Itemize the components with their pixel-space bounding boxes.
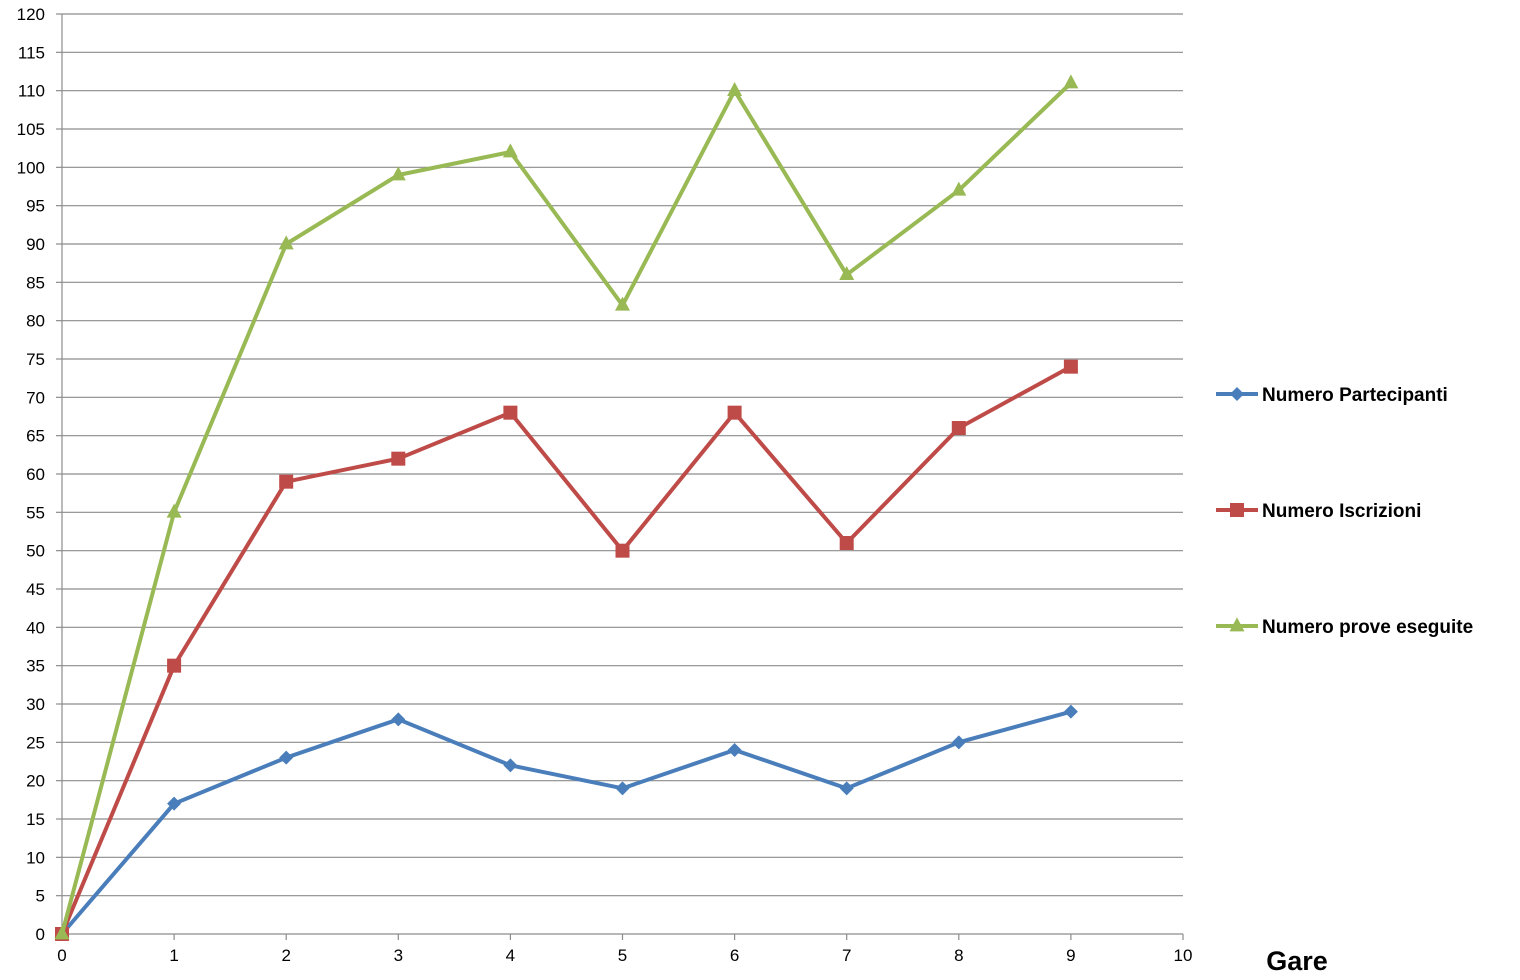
data-point	[167, 658, 182, 673]
data-point	[279, 750, 294, 765]
series-3	[54, 74, 1079, 940]
y-tick-label: 105	[17, 120, 45, 139]
data-point	[166, 503, 182, 518]
data-point	[727, 81, 743, 96]
legend-marker	[1230, 503, 1244, 517]
data-point	[54, 925, 70, 940]
data-point	[951, 181, 967, 196]
data-point	[503, 405, 518, 420]
x-tick-label: 9	[1066, 946, 1075, 965]
axes: 0510152025303540455055606570758085909510…	[17, 5, 1193, 965]
gridlines	[62, 13, 1183, 897]
series-line	[60, 81, 1073, 936]
y-tick-label: 100	[17, 158, 45, 177]
data-point	[839, 781, 854, 796]
data-point	[615, 543, 630, 558]
data-point	[727, 405, 742, 420]
data-point	[727, 743, 742, 757]
x-axis-title: Gare	[1266, 946, 1328, 976]
x-tick-label: 7	[842, 946, 851, 965]
data-point	[167, 796, 182, 811]
y-tick-label: 25	[26, 733, 45, 752]
series-1	[55, 704, 1078, 941]
y-tick-label: 30	[26, 695, 45, 714]
series-lines	[54, 74, 1079, 941]
x-tick-label: 4	[506, 946, 515, 965]
y-tick-label: 70	[26, 388, 45, 407]
y-tick-label: 85	[26, 273, 45, 292]
data-point	[1063, 359, 1078, 374]
x-tick-label: 0	[57, 946, 66, 965]
x-tick-label: 1	[169, 946, 178, 965]
legend-marker	[1230, 387, 1244, 401]
legend-label: Numero Partecipanti	[1262, 385, 1448, 406]
data-point	[1063, 74, 1079, 89]
y-tick-label: 95	[26, 197, 45, 216]
data-point	[615, 296, 630, 311]
series-line	[60, 709, 1073, 936]
y-tick-label: 75	[26, 350, 45, 369]
y-tick-label: 65	[26, 427, 45, 446]
legend-item: Numero Iscrizioni	[1216, 501, 1421, 522]
data-point	[839, 265, 855, 280]
data-point	[503, 758, 518, 773]
y-tick-label: 80	[26, 312, 45, 331]
y-tick-label: 0	[36, 925, 45, 944]
data-point	[615, 781, 630, 796]
y-tick-label: 50	[26, 542, 45, 561]
data-point	[390, 166, 406, 181]
series-2	[55, 359, 1078, 941]
x-tick-label: 5	[618, 946, 627, 965]
legend: Numero Partecipanti Numero Iscrizioni Nume…	[1216, 385, 1473, 638]
y-tick-label: 110	[18, 82, 45, 101]
x-tick-label: 3	[394, 946, 403, 965]
data-point	[1063, 704, 1078, 719]
y-tick-label: 90	[26, 235, 45, 254]
legend-label: Numero Iscrizioni	[1262, 501, 1421, 522]
y-tick-label: 35	[26, 657, 45, 676]
y-tick-label: 5	[36, 887, 45, 906]
y-tick-label: 15	[26, 810, 45, 829]
data-point	[951, 421, 966, 435]
y-tick-label: 10	[26, 848, 45, 867]
data-point	[278, 235, 294, 250]
legend-item: Numero prove eseguite	[1216, 617, 1473, 638]
legend-marker	[1229, 617, 1245, 632]
x-tick-label: 10	[1174, 946, 1193, 965]
y-tick-label: 60	[26, 465, 45, 484]
x-tick-label: 8	[954, 946, 963, 965]
series-line	[60, 364, 1073, 936]
legend-item: Numero Partecipanti	[1216, 385, 1448, 406]
data-point	[502, 143, 518, 158]
y-tick-label: 45	[26, 580, 45, 599]
data-point	[391, 451, 406, 466]
x-tick-label: 6	[730, 946, 739, 965]
data-point	[839, 536, 854, 550]
y-tick-label: 20	[26, 772, 45, 791]
legend-label: Numero prove eseguite	[1262, 617, 1473, 638]
data-point	[951, 735, 966, 750]
data-point	[279, 474, 294, 489]
data-point	[391, 712, 406, 727]
y-tick-label: 55	[26, 503, 45, 522]
y-tick-label: 40	[26, 618, 45, 637]
y-tick-label: 120	[17, 5, 45, 24]
y-tick-label: 115	[18, 43, 45, 62]
x-tick-label: 2	[281, 946, 290, 965]
